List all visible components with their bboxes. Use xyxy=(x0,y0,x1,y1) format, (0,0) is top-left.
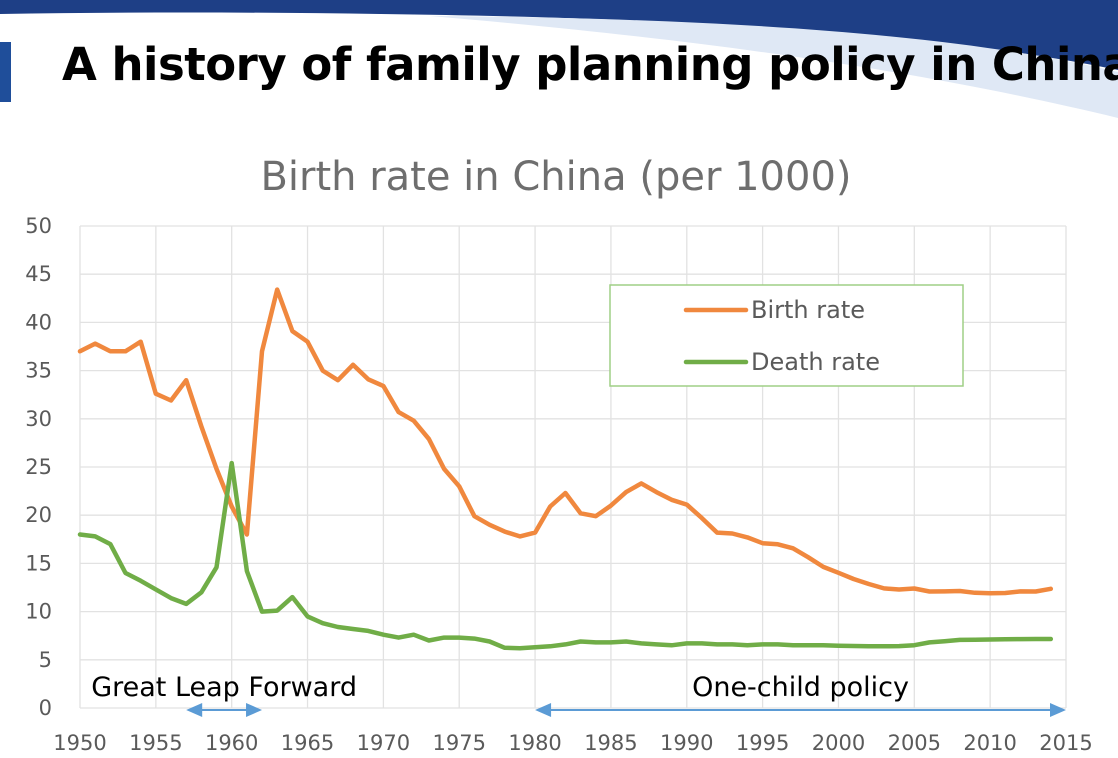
y-tick-label: 45 xyxy=(25,262,52,286)
x-tick-label: 2015 xyxy=(1039,731,1092,755)
annotation-arrowhead xyxy=(1050,703,1066,717)
title-accent-bar xyxy=(0,42,11,102)
chart-grid xyxy=(79,225,1067,709)
y-axis-ticks: 0 5 10 15 20 25 30 35 40 45 50 xyxy=(25,214,52,720)
annotation-label: Great Leap Forward xyxy=(91,672,357,703)
x-tick-label: 1985 xyxy=(584,731,637,755)
legend-box xyxy=(609,284,964,387)
x-tick-label: 2010 xyxy=(963,731,1016,755)
chart-legend: Birth rate Death rate xyxy=(609,284,964,387)
y-tick-label: 40 xyxy=(25,310,52,334)
legend-label: Birth rate xyxy=(751,296,865,324)
annotation-arrowhead xyxy=(246,703,263,717)
y-tick-label: 30 xyxy=(25,407,52,431)
x-tick-label: 1980 xyxy=(508,731,561,755)
x-tick-label: 2005 xyxy=(888,731,941,755)
annotation-arrowhead xyxy=(186,703,203,717)
x-tick-label: 1955 xyxy=(129,731,182,755)
birth-rate-chart: Birth rate in China (per 1000) 0 5 10 15 20 2… xyxy=(25,154,1092,755)
x-tick-label: 1970 xyxy=(357,731,410,755)
annotation-label: One-child policy xyxy=(692,672,909,703)
x-axis-ticks: 1950 1955 1960 1965 1970 1975 1980 1985 1990 1995… xyxy=(53,731,1092,755)
chart-annotations: Great Leap Forward One-child policy xyxy=(91,672,1066,717)
annotation-arrowhead xyxy=(535,703,552,717)
y-tick-label: 15 xyxy=(25,551,52,575)
x-tick-label: 2000 xyxy=(812,731,865,755)
x-tick-label: 1995 xyxy=(736,731,789,755)
y-tick-label: 10 xyxy=(25,600,52,624)
x-tick-label: 1960 xyxy=(205,731,258,755)
legend-label: Death rate xyxy=(751,348,880,376)
y-tick-label: 35 xyxy=(25,359,52,383)
y-tick-label: 50 xyxy=(25,214,52,238)
series-line-death-rate xyxy=(77,460,1054,651)
y-tick-label: 20 xyxy=(25,503,52,527)
chart-series-lines xyxy=(77,287,1054,651)
y-tick-label: 25 xyxy=(25,455,52,479)
x-tick-label: 1975 xyxy=(433,731,486,755)
slide-header-banner xyxy=(0,0,1118,118)
x-tick-label: 1965 xyxy=(281,731,334,755)
slide-title: A history of family planning policy in C… xyxy=(62,38,1118,91)
x-tick-label: 1950 xyxy=(53,731,106,755)
y-tick-label: 5 xyxy=(39,648,52,672)
chart-title: Birth rate in China (per 1000) xyxy=(260,154,851,200)
x-tick-label: 1990 xyxy=(660,731,713,755)
y-tick-label: 0 xyxy=(39,696,52,720)
